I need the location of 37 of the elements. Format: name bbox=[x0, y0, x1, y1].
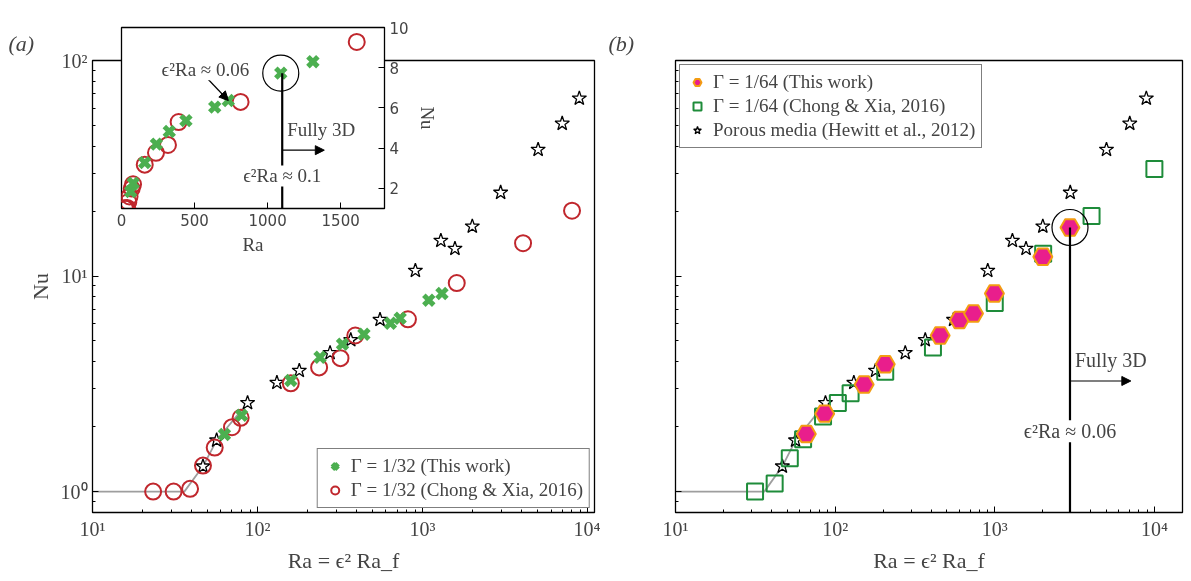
x-axis-title: Ra bbox=[242, 233, 265, 255]
x-tick-label: 10² bbox=[822, 517, 849, 540]
x-axis-title: Ra = ϵ² Ra_f bbox=[287, 547, 400, 573]
ref-line-label: ϵ²Ra ≈ 0.06 bbox=[1023, 420, 1117, 443]
x-tick-label: 10⁴ bbox=[1140, 517, 1168, 540]
x-tick-label: 0 bbox=[116, 211, 127, 230]
y-tick-label: 6 bbox=[389, 99, 400, 118]
x-tick-label: 10¹ bbox=[79, 517, 106, 540]
x-tick-label: 500 bbox=[180, 211, 209, 230]
legend-label: Γ = 1/32 (Chong & Xia, 2016) bbox=[350, 479, 583, 501]
x-tick-label: 10⁴ bbox=[573, 517, 601, 540]
y-tick-label: 2 bbox=[389, 180, 400, 199]
y-tick-label: 10¹ bbox=[61, 265, 88, 288]
x-axis-title: Ra = ϵ² Ra_f bbox=[873, 547, 986, 573]
y-tick-label: 8 bbox=[389, 59, 400, 78]
legend-label: Γ = 1/64 (This work) bbox=[713, 71, 873, 93]
y-tick-label: 10⁰ bbox=[60, 480, 88, 503]
legend-label: Γ = 1/32 (This work) bbox=[350, 455, 511, 477]
annotation: ϵ²Ra ≈ 0.06 bbox=[161, 59, 250, 81]
annotation: Fully 3D bbox=[287, 119, 356, 141]
legend-label: Γ = 1/64 (Chong & Xia, 2016) bbox=[713, 95, 946, 117]
x-tick-label: 1500 bbox=[321, 211, 360, 230]
annotation: Fully 3D bbox=[1074, 348, 1147, 372]
x-tick-label: 10³ bbox=[981, 517, 1008, 540]
y-tick-label: 10² bbox=[61, 49, 88, 72]
chart-title: (b) bbox=[608, 30, 635, 56]
chart-title: (a) bbox=[8, 30, 35, 56]
y-tick-label: 10 bbox=[389, 19, 409, 38]
ref-line-label: ϵ²Ra ≈ 0.1 bbox=[243, 165, 322, 187]
x-tick-label: 10² bbox=[244, 517, 271, 540]
legend-label: Porous media (Hewitt et al., 2012) bbox=[713, 119, 976, 141]
x-tick-label: 1000 bbox=[248, 211, 287, 230]
y-axis-title: Nu bbox=[27, 273, 53, 300]
x-tick-label: 10¹ bbox=[662, 517, 689, 540]
x-tick-label: 10³ bbox=[409, 517, 436, 540]
y-axis-title: Nu bbox=[416, 106, 438, 131]
y-tick-label: 4 bbox=[389, 140, 400, 159]
